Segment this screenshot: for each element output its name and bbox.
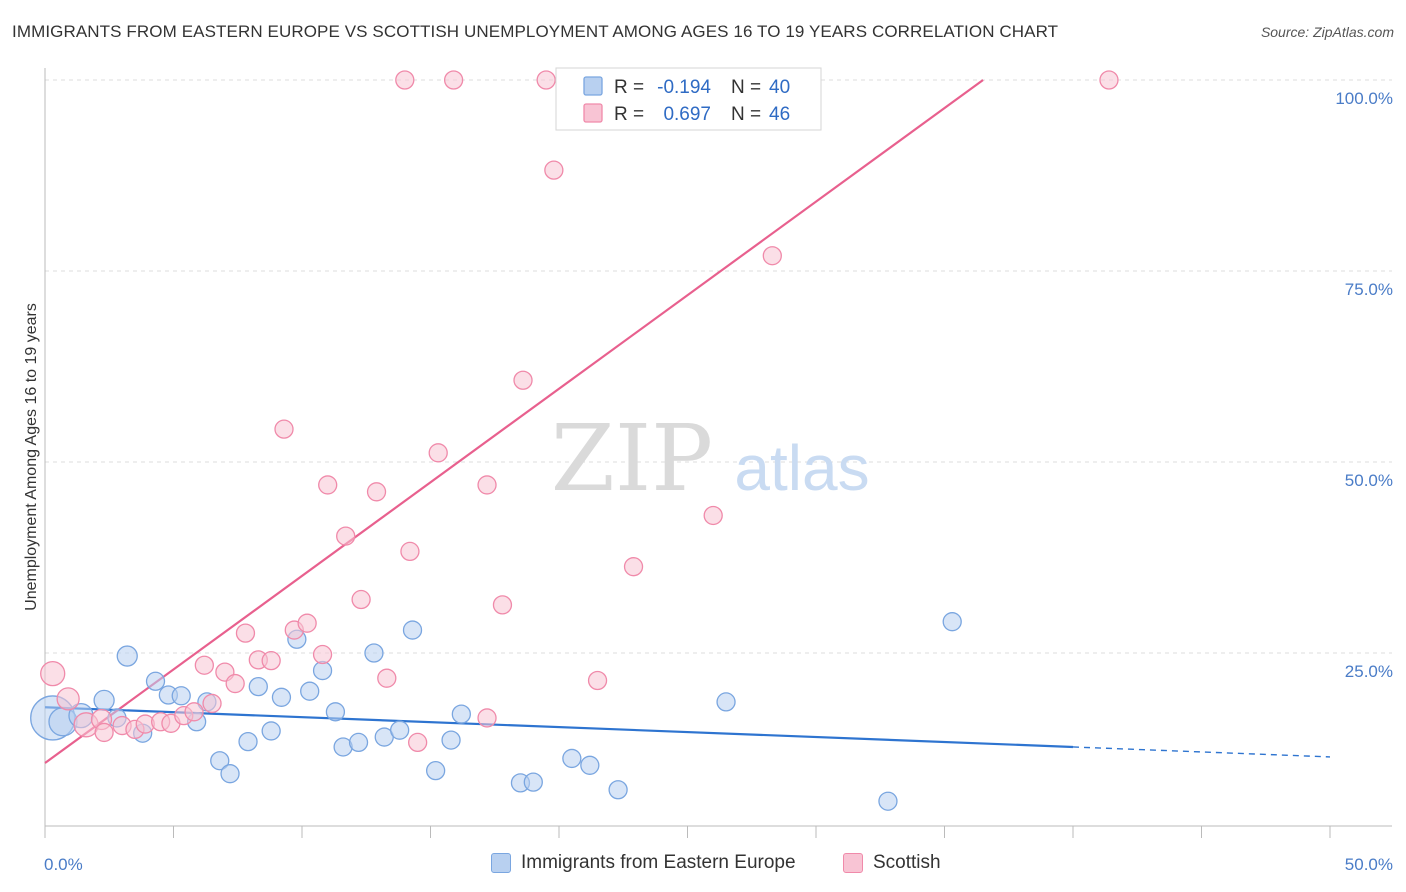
point-eastern-europe — [390, 720, 410, 740]
legend-item-eastern-europe: Immigrants from Eastern Europe — [491, 852, 796, 874]
point-scottish — [318, 475, 338, 495]
point-eastern-europe — [716, 692, 736, 712]
watermark-zip: ZIP — [551, 405, 713, 512]
stats-n-value: 46 — [769, 104, 790, 125]
point-scottish — [762, 246, 782, 266]
legend-swatch-pink — [843, 853, 863, 873]
point-eastern-europe — [580, 755, 600, 775]
point-eastern-europe — [238, 731, 258, 752]
point-scottish — [623, 557, 644, 577]
point-scottish — [544, 160, 564, 180]
stats-n-label: N = — [731, 77, 761, 98]
y-tick-label: 50.0% — [1345, 471, 1393, 490]
y-tick-label: 100.0% — [1335, 89, 1393, 108]
point-eastern-europe — [562, 748, 582, 769]
point-eastern-europe — [878, 791, 898, 811]
axis-labels: 25.0% 50.0% 75.0% 100.0% 0.0% 50.0% Unemployme… — [23, 89, 1393, 874]
y-axis-title: Unemployment Among Ages 16 to 19 years — [23, 303, 40, 611]
point-scottish — [587, 670, 608, 691]
x-tick-label-max: 50.0% — [1345, 855, 1393, 874]
point-scottish — [407, 732, 428, 753]
y-tick-label: 25.0% — [1345, 662, 1393, 681]
point-eastern-europe — [145, 671, 166, 691]
point-scottish — [477, 475, 497, 495]
point-scottish — [297, 613, 317, 633]
trend-line-0 — [44, 706, 1074, 749]
stats-r-value: 0.697 — [663, 104, 711, 125]
source-label: Source: ZipAtlas.com — [1260, 24, 1394, 40]
point-scottish — [202, 693, 222, 714]
point-scottish — [428, 443, 448, 463]
point-scottish — [94, 722, 114, 743]
axes — [44, 68, 1392, 838]
stats-r-value: -0.194 — [657, 77, 711, 98]
stats-n-label: N = — [731, 104, 761, 125]
y-tick-label: 75.0% — [1345, 280, 1393, 299]
bottom-legend: Immigrants from Eastern Europe Scottish — [0, 852, 1406, 878]
legend-label-eastern-europe: Immigrants from Eastern Europe — [521, 852, 796, 873]
point-scottish — [194, 655, 214, 675]
point-scottish — [377, 668, 397, 688]
stats-legend: R = -0.194 N = 40 R = 0.697 N = 46 — [555, 67, 822, 131]
point-scottish — [536, 70, 556, 90]
point-scottish — [443, 70, 464, 90]
point-eastern-europe — [93, 689, 115, 712]
point-eastern-europe — [171, 686, 191, 706]
point-eastern-europe — [451, 704, 471, 724]
stats-swatch-1 — [583, 103, 603, 123]
point-scottish — [395, 70, 415, 90]
point-scottish — [477, 708, 497, 728]
point-eastern-europe — [942, 612, 962, 632]
point-eastern-europe — [210, 751, 230, 771]
point-scottish — [184, 702, 204, 722]
point-scottish — [274, 419, 294, 439]
gridlines — [45, 79, 1392, 654]
point-eastern-europe — [364, 643, 384, 663]
point-eastern-europe — [300, 681, 320, 701]
point-scottish — [336, 526, 356, 546]
point-eastern-europe — [261, 721, 281, 741]
legend-label-scottish: Scottish — [873, 852, 941, 873]
point-eastern-europe — [348, 732, 369, 753]
watermark: ZIP atlas — [551, 405, 870, 512]
stats-r-label: R = — [614, 77, 644, 98]
point-scottish — [261, 650, 281, 671]
point-scottish — [492, 595, 513, 615]
point-scottish — [225, 673, 245, 694]
point-eastern-europe — [271, 687, 292, 707]
point-eastern-europe — [248, 676, 268, 697]
point-scottish — [40, 660, 66, 687]
trend-lines — [44, 79, 1331, 764]
point-scottish — [400, 541, 420, 562]
legend-swatch-blue — [491, 853, 511, 873]
point-eastern-europe — [312, 660, 333, 681]
point-scottish — [235, 623, 256, 643]
point-eastern-europe — [220, 764, 240, 784]
point-eastern-europe — [116, 645, 138, 667]
stats-swatch-0 — [583, 76, 603, 96]
point-scottish — [1099, 70, 1119, 90]
point-eastern-europe — [441, 730, 461, 750]
data-points — [30, 70, 1119, 811]
point-scottish — [703, 505, 723, 526]
trend-line-extension-0 — [1072, 746, 1331, 758]
point-scottish — [351, 589, 371, 610]
stats-n-value: 40 — [769, 77, 790, 98]
point-eastern-europe — [325, 702, 346, 722]
point-scottish — [366, 482, 387, 502]
watermark-atlas: atlas — [734, 432, 869, 504]
point-scottish — [513, 370, 533, 390]
point-eastern-europe — [523, 772, 543, 792]
x-tick-label-min: 0.0% — [44, 855, 83, 874]
chart-title: IMMIGRANTS FROM EASTERN EUROPE VS SCOTTI… — [12, 22, 1059, 41]
legend-item-scottish: Scottish — [843, 852, 941, 874]
stats-r-label: R = — [614, 104, 644, 125]
trend-line-1 — [44, 79, 984, 764]
point-scottish — [56, 687, 80, 711]
point-eastern-europe — [402, 620, 423, 640]
point-eastern-europe — [425, 761, 446, 781]
point-eastern-europe — [608, 780, 628, 800]
point-scottish — [312, 644, 333, 665]
